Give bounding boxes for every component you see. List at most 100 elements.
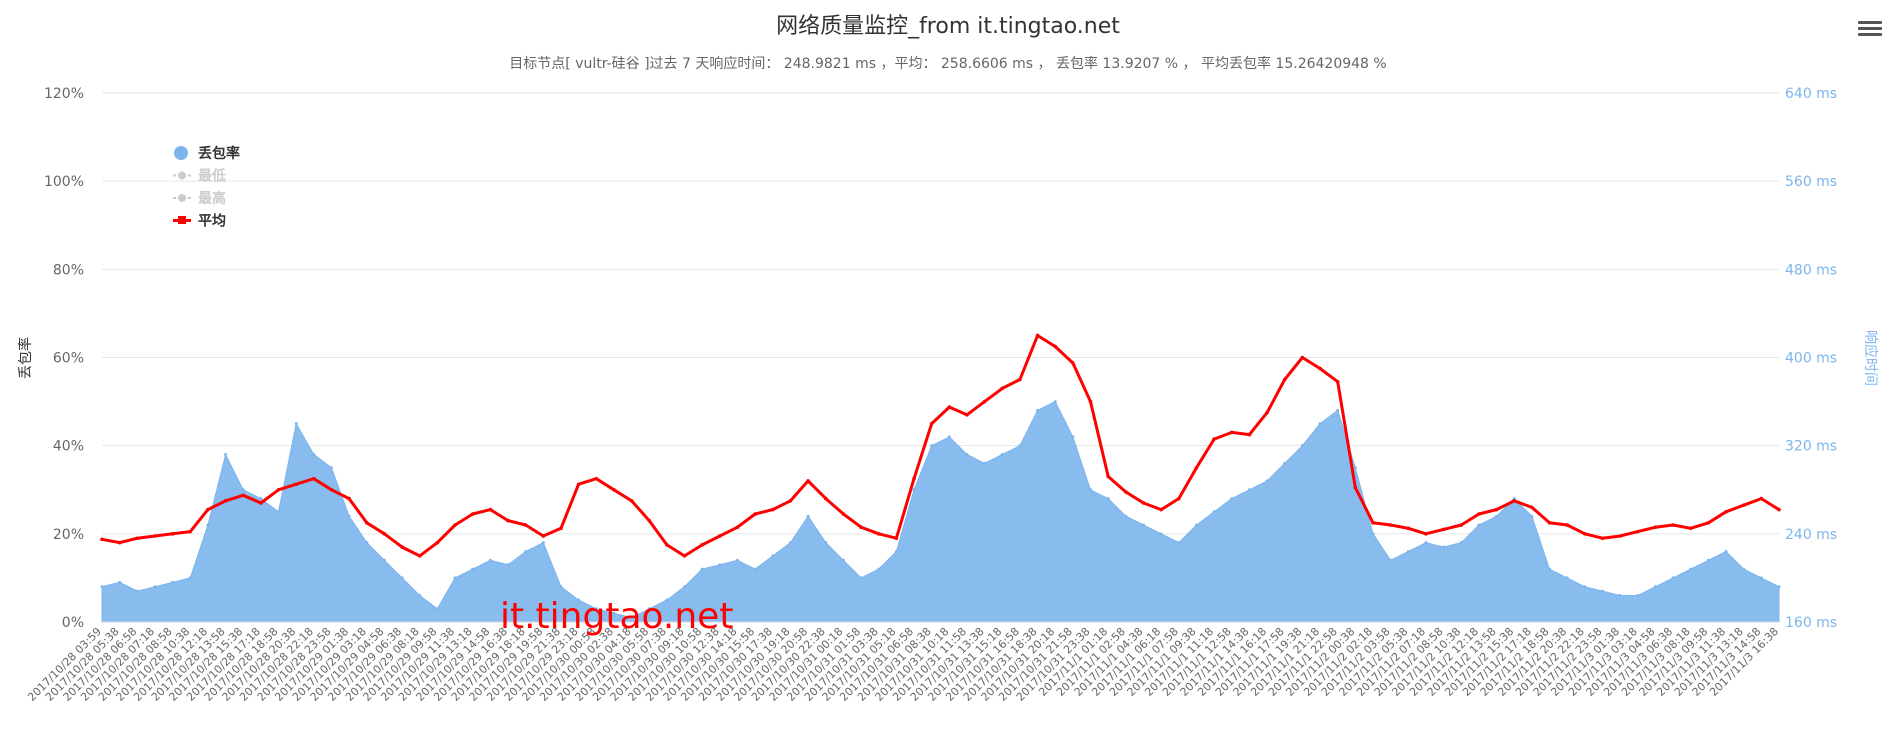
- avg-response-point: [506, 518, 510, 523]
- packet-loss-point: [294, 422, 298, 426]
- avg-response-point: [1706, 521, 1711, 525]
- packet-loss-point: [859, 576, 863, 580]
- packet-loss-point: [1653, 585, 1657, 589]
- avg-response-point: [894, 536, 899, 541]
- packet-loss-point: [135, 589, 139, 593]
- packet-loss-point: [1230, 497, 1234, 501]
- packet-loss-point: [1724, 549, 1728, 553]
- packet-loss-point: [241, 488, 245, 492]
- avg-response-point: [1265, 410, 1269, 415]
- packet-loss-point: [1177, 541, 1181, 545]
- left-tick-label: 0%: [62, 615, 84, 631]
- avg-response-point: [1247, 432, 1252, 437]
- packet-loss-point: [1318, 422, 1322, 426]
- avg-response-point: [1229, 430, 1234, 435]
- avg-response-point: [912, 476, 916, 481]
- avg-response-point: [1371, 521, 1375, 525]
- packet-loss-point: [1459, 541, 1463, 545]
- right-tick-label: 160 ms: [1785, 615, 1837, 631]
- packet-loss-point: [824, 541, 828, 545]
- packet-loss-point: [1071, 435, 1075, 439]
- avg-response-point: [1088, 399, 1093, 404]
- packet-loss-point: [983, 461, 987, 465]
- left-y-axis: 0% 20% 40% 60% 80% 100% 120%: [44, 86, 84, 631]
- left-tick-label: 120%: [44, 86, 84, 102]
- avg-response-point: [947, 405, 952, 409]
- avg-response-point: [435, 540, 440, 545]
- packet-loss-point: [930, 444, 934, 448]
- avg-response-point: [1635, 529, 1640, 534]
- avg-response-point: [1671, 523, 1675, 527]
- avg-response-line-path: [101, 334, 1780, 558]
- packet-loss-point: [1442, 545, 1446, 549]
- packet-loss-point: [453, 576, 457, 580]
- right-tick-label: 240 ms: [1785, 527, 1837, 543]
- avg-response-point: [594, 476, 599, 481]
- avg-response-point: [1494, 507, 1499, 512]
- avg-response-point: [929, 421, 934, 426]
- chart-subtitle: 目标节点[ vultr-硅谷 ]过去 7 天响应时间： 248.9821 ms …: [509, 55, 1386, 72]
- packet-loss-point: [312, 452, 316, 456]
- avg-response-point: [400, 545, 404, 549]
- packet-loss-point: [1689, 567, 1693, 571]
- packet-loss-point: [206, 523, 210, 527]
- packet-loss-point: [365, 541, 369, 545]
- avg-response-point: [876, 532, 881, 536]
- avg-response-point: [823, 496, 828, 501]
- avg-response-point: [117, 540, 122, 545]
- avg-response-point: [1777, 507, 1781, 512]
- right-tick-label: 640 ms: [1785, 86, 1837, 102]
- packet-loss-point: [224, 452, 228, 456]
- left-axis-title: 丢包率: [17, 337, 34, 379]
- avg-response-point: [1353, 485, 1358, 490]
- packet-loss-point: [1089, 488, 1093, 492]
- legend-label: 平均: [198, 213, 226, 230]
- packet-loss-point: [912, 488, 916, 492]
- avg-response-point: [329, 487, 334, 492]
- avg-response-point: [1406, 526, 1411, 531]
- packet-loss-point: [647, 607, 651, 611]
- packet-loss-point: [329, 466, 333, 470]
- packet-loss-point: [171, 580, 175, 584]
- avg-response-point: [1194, 465, 1199, 470]
- packet-loss-point: [1142, 523, 1146, 527]
- packet-loss-point: [188, 576, 192, 580]
- avg-response-point: [1282, 377, 1287, 382]
- packet-loss-point: [718, 563, 722, 567]
- packet-loss-point: [1583, 585, 1587, 589]
- packet-loss-point: [700, 567, 704, 571]
- packet-loss-point: [1389, 558, 1393, 562]
- avg-response-point: [382, 532, 387, 536]
- avg-response-point: [1424, 532, 1428, 536]
- packet-loss-point: [894, 549, 898, 553]
- avg-response-point: [153, 534, 157, 538]
- avg-response-line: [100, 333, 1781, 558]
- avg-response-point: [259, 501, 263, 505]
- packet-loss-point: [1424, 541, 1428, 545]
- packet-loss-point: [347, 514, 351, 518]
- packet-loss-point: [1565, 576, 1569, 580]
- right-axis-title: 响应时间: [1862, 330, 1879, 386]
- packet-loss-point: [277, 510, 281, 514]
- right-tick-label: 400 ms: [1785, 351, 1837, 367]
- left-tick-label: 80%: [53, 262, 84, 278]
- packet-loss-point: [788, 541, 792, 545]
- avg-response-point: [559, 526, 563, 531]
- avg-response-point: [576, 482, 581, 487]
- avg-response-point: [364, 521, 369, 525]
- watermark-text: it.tingtao.net: [500, 596, 733, 637]
- avg-response-point: [135, 536, 140, 541]
- packet-loss-point: [753, 567, 757, 571]
- avg-response-point: [982, 399, 987, 404]
- avg-response-point: [1565, 523, 1569, 527]
- avg-response-point: [1441, 527, 1446, 532]
- avg-response-point: [1335, 379, 1340, 384]
- packet-loss-point: [100, 585, 104, 589]
- avg-response-point: [718, 534, 722, 538]
- hamburger-menu-icon[interactable]: [1858, 18, 1882, 40]
- avg-response-point: [1653, 525, 1658, 530]
- packet-loss-point: [1283, 461, 1287, 465]
- legend-label: 最高: [198, 190, 226, 207]
- avg-response-point: [1459, 523, 1464, 527]
